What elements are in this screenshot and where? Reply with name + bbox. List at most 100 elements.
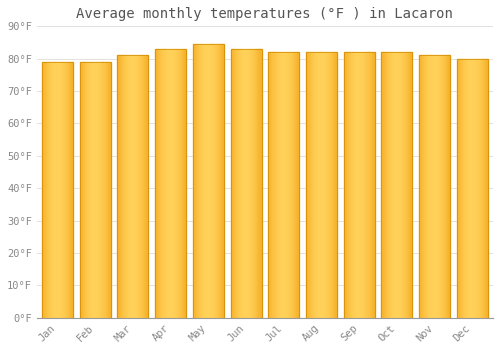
- Bar: [310, 52, 312, 318]
- Bar: [334, 52, 335, 318]
- Bar: [284, 52, 285, 318]
- Bar: [421, 55, 422, 318]
- Bar: [162, 49, 164, 318]
- Bar: [394, 52, 395, 318]
- Bar: [407, 52, 408, 318]
- Bar: [286, 52, 287, 318]
- Bar: [182, 49, 183, 318]
- Bar: [486, 59, 487, 318]
- Bar: [170, 49, 172, 318]
- Bar: [232, 49, 234, 318]
- Bar: [138, 55, 139, 318]
- Bar: [193, 44, 224, 318]
- Bar: [46, 62, 48, 318]
- Bar: [62, 62, 64, 318]
- Bar: [335, 52, 336, 318]
- Bar: [331, 52, 332, 318]
- Bar: [214, 44, 216, 318]
- Bar: [164, 49, 166, 318]
- Bar: [254, 49, 256, 318]
- Bar: [96, 62, 98, 318]
- Bar: [322, 52, 324, 318]
- Bar: [86, 62, 87, 318]
- Bar: [330, 52, 331, 318]
- Bar: [199, 44, 200, 318]
- Bar: [366, 52, 368, 318]
- Bar: [45, 62, 46, 318]
- Bar: [399, 52, 400, 318]
- Bar: [465, 59, 466, 318]
- Bar: [436, 55, 438, 318]
- Bar: [359, 52, 360, 318]
- Bar: [244, 49, 245, 318]
- Bar: [448, 55, 449, 318]
- Bar: [131, 55, 132, 318]
- Bar: [282, 52, 283, 318]
- Bar: [130, 55, 131, 318]
- Bar: [395, 52, 396, 318]
- Bar: [85, 62, 86, 318]
- Bar: [135, 55, 136, 318]
- Bar: [181, 49, 182, 318]
- Bar: [133, 55, 134, 318]
- Bar: [62, 62, 63, 318]
- Bar: [424, 55, 426, 318]
- Bar: [362, 52, 364, 318]
- Bar: [70, 62, 71, 318]
- Bar: [422, 55, 424, 318]
- Bar: [218, 44, 219, 318]
- Bar: [401, 52, 402, 318]
- Bar: [249, 49, 250, 318]
- Bar: [146, 55, 148, 318]
- Bar: [206, 44, 208, 318]
- Bar: [175, 49, 176, 318]
- Bar: [356, 52, 357, 318]
- Bar: [469, 59, 470, 318]
- Bar: [176, 49, 177, 318]
- Bar: [328, 52, 330, 318]
- Bar: [230, 49, 262, 318]
- Bar: [344, 52, 374, 318]
- Bar: [290, 52, 291, 318]
- Bar: [360, 52, 362, 318]
- Bar: [158, 49, 160, 318]
- Bar: [326, 52, 328, 318]
- Bar: [58, 62, 59, 318]
- Bar: [141, 55, 142, 318]
- Bar: [240, 49, 241, 318]
- Bar: [352, 52, 353, 318]
- Bar: [106, 62, 108, 318]
- Bar: [288, 52, 289, 318]
- Bar: [174, 49, 175, 318]
- Bar: [104, 62, 106, 318]
- Bar: [243, 49, 244, 318]
- Bar: [355, 52, 356, 318]
- Bar: [129, 55, 130, 318]
- Bar: [155, 49, 156, 318]
- Bar: [370, 52, 372, 318]
- Bar: [458, 59, 459, 318]
- Bar: [294, 52, 295, 318]
- Bar: [272, 52, 274, 318]
- Bar: [353, 52, 354, 318]
- Bar: [110, 62, 111, 318]
- Bar: [177, 49, 178, 318]
- Bar: [467, 59, 468, 318]
- Bar: [328, 52, 329, 318]
- Bar: [390, 52, 391, 318]
- Bar: [71, 62, 72, 318]
- Bar: [120, 55, 122, 318]
- Bar: [248, 49, 249, 318]
- Bar: [393, 52, 394, 318]
- Bar: [466, 59, 467, 318]
- Bar: [311, 52, 312, 318]
- Bar: [372, 52, 374, 318]
- Bar: [122, 55, 124, 318]
- Bar: [91, 62, 92, 318]
- Bar: [287, 52, 288, 318]
- Bar: [464, 59, 465, 318]
- Bar: [245, 49, 246, 318]
- Bar: [446, 55, 447, 318]
- Bar: [312, 52, 314, 318]
- Bar: [184, 49, 185, 318]
